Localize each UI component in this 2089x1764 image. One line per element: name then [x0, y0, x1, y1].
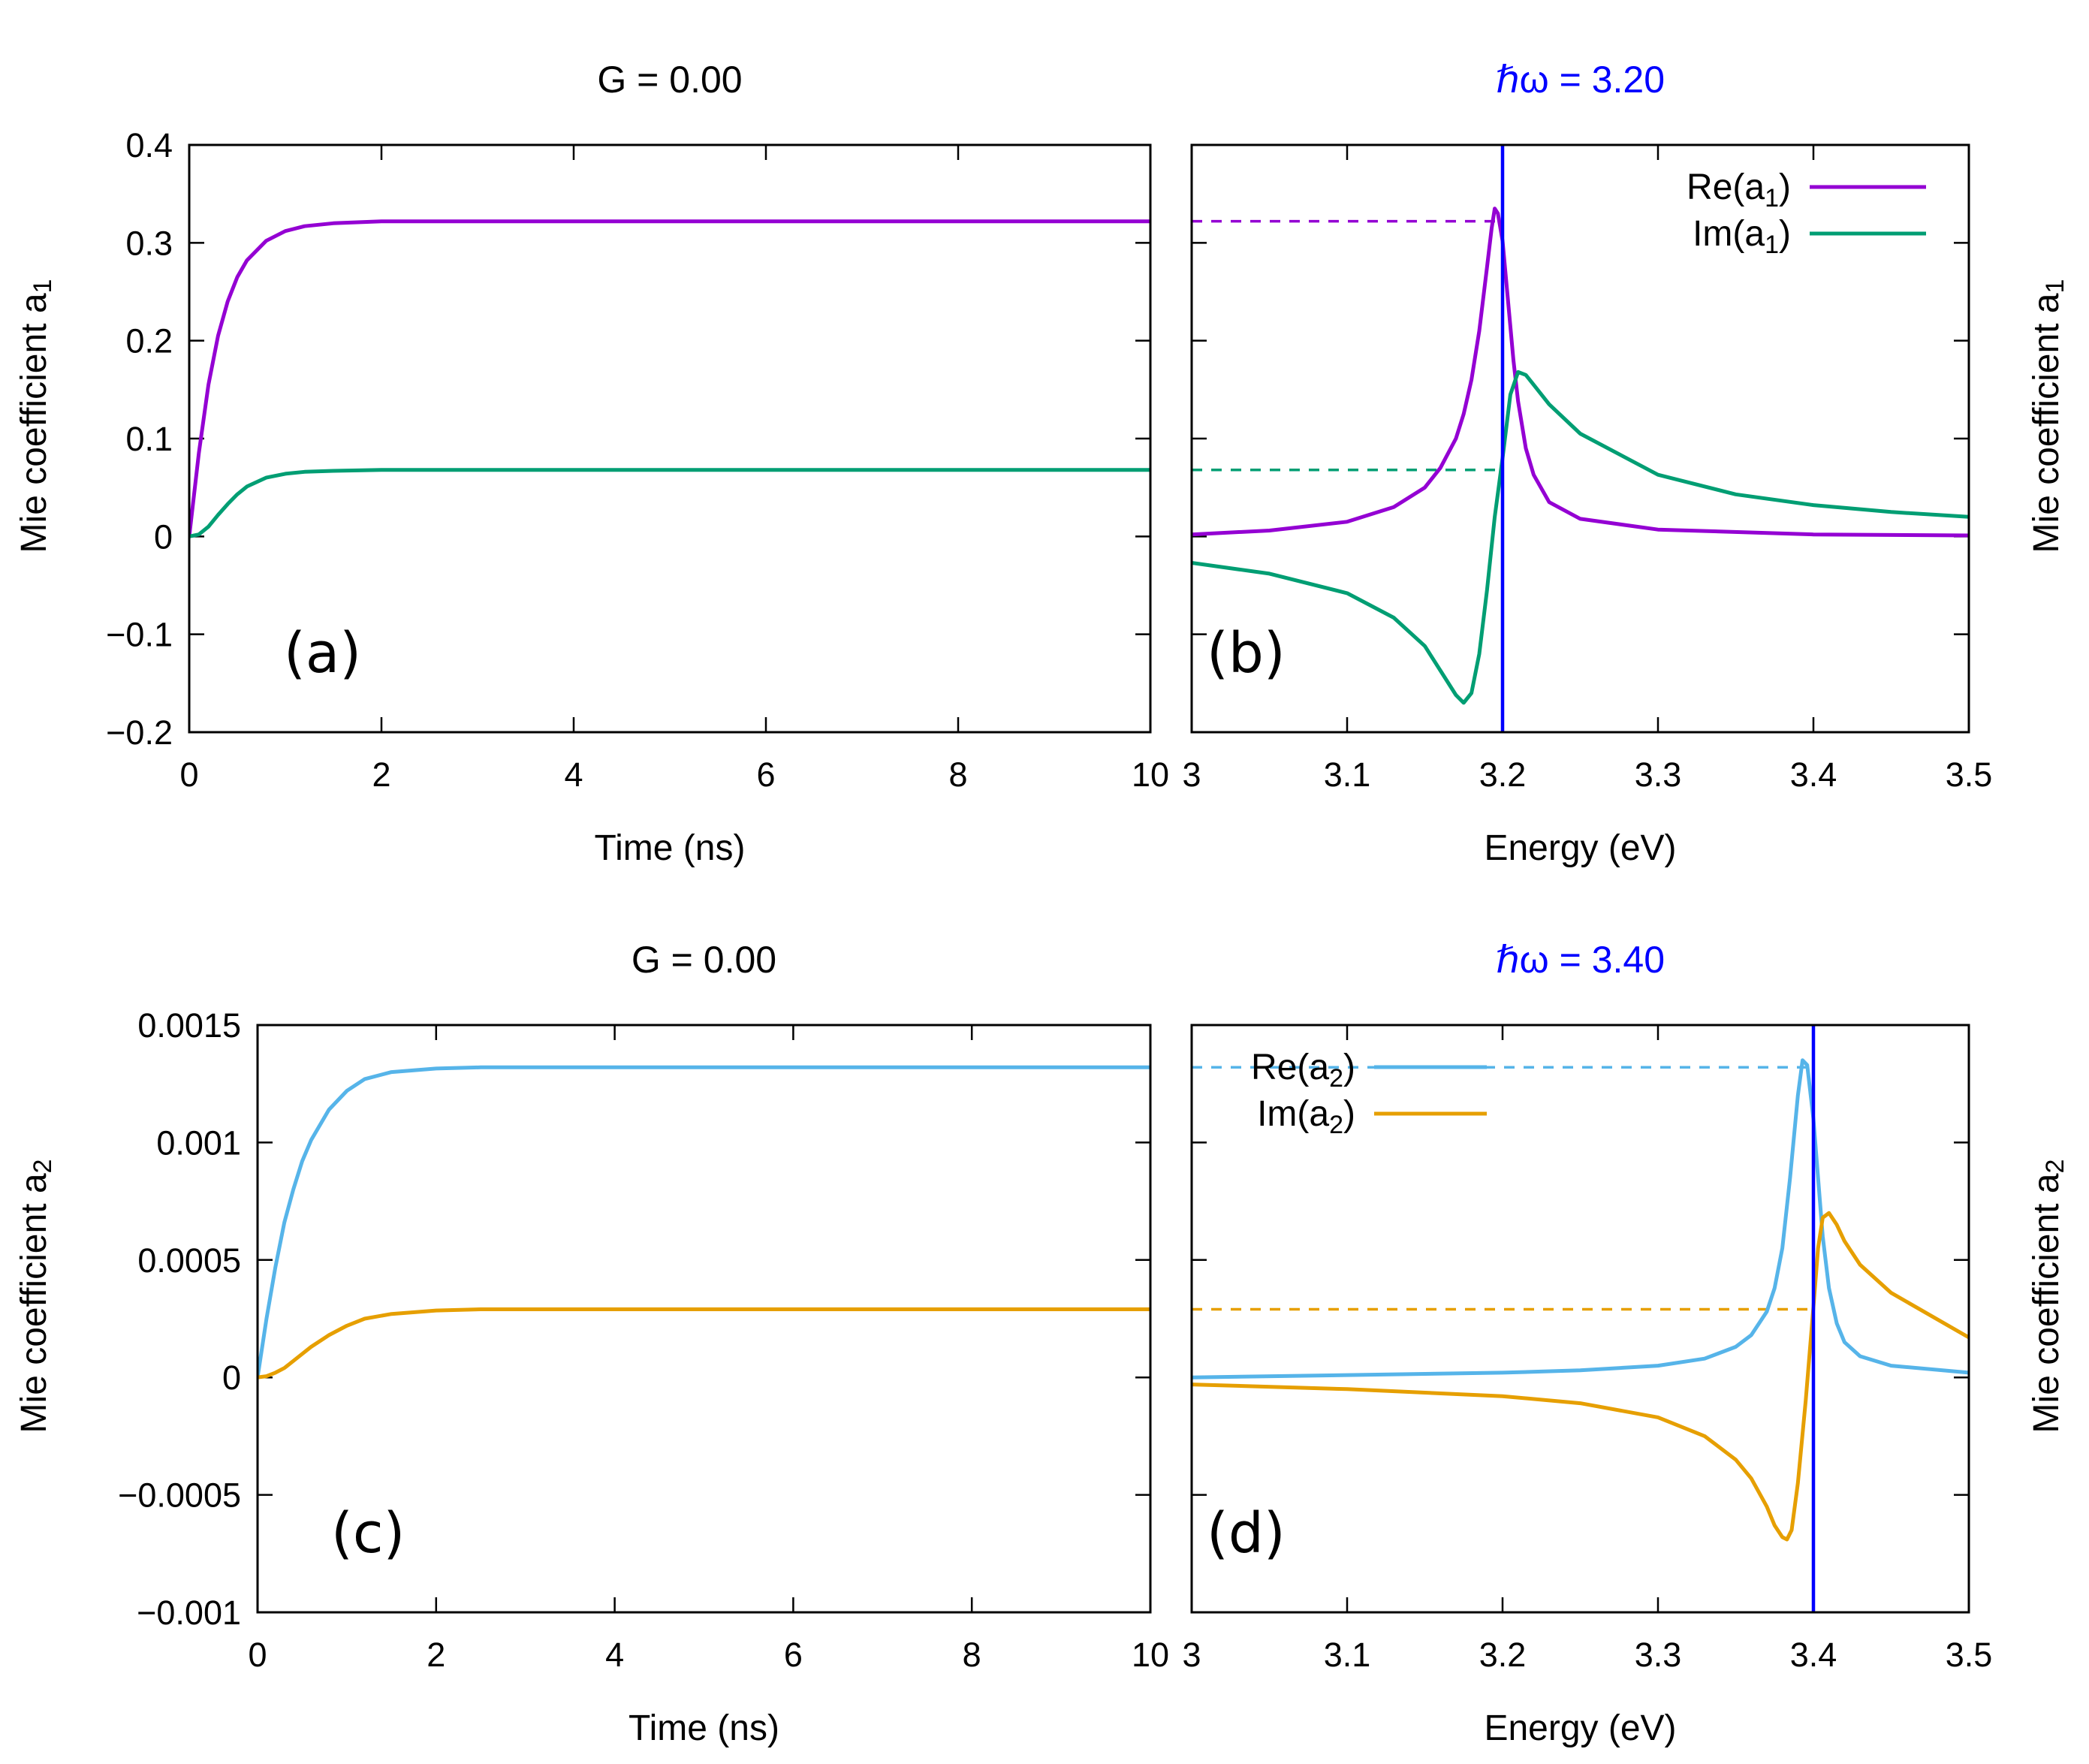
x-axis-label: Energy (eV): [1484, 828, 1676, 868]
x-tick-label: 4: [605, 1636, 624, 1674]
x-tick-label: 3.3: [1635, 1636, 1682, 1674]
y-tick-label: 0.1: [125, 420, 173, 458]
y-axis-label: Mie coefficient a2: [14, 1159, 58, 1434]
panel-c: 0 2 4 6 8 10 −0.001 −0.0005 0 0.0005 0.001 0.0015 G …: [14, 939, 1170, 1748]
y-tick-label: 0.001: [156, 1123, 241, 1162]
panel-label: (d): [1207, 1501, 1286, 1566]
y-tick-label: −0.2: [106, 713, 173, 752]
panel-b: 3 3.1 3.2 3.3 3.4 3.5 ℏω = 3.20 Energy (eV) Mie …: [1182, 59, 2069, 868]
x-tick-label: 4: [564, 755, 583, 794]
x-tick-label: 3.2: [1479, 755, 1527, 794]
chart-title: ℏω = 3.20: [1496, 59, 1665, 101]
y-axis-label: Mie coefficient a1: [14, 279, 58, 553]
x-tick-label: 8: [948, 755, 967, 794]
plot-frame: [188, 143, 1152, 734]
legend-label: Re(a2): [1251, 1048, 1355, 1093]
y-tick-label: −0.001: [137, 1594, 241, 1632]
x-axis-label: Time (ns): [595, 828, 746, 868]
x-tick-label: 8: [963, 1636, 981, 1674]
x-tick-label: 0: [179, 755, 198, 794]
chart-title: ℏω = 3.40: [1496, 939, 1665, 981]
x-tick-label: 6: [784, 1636, 803, 1674]
plot-frame: [1190, 143, 1970, 734]
series-line-1: [1192, 369, 1969, 705]
y-tick-label: 0.0005: [137, 1241, 241, 1280]
x-tick-label: 3.1: [1324, 755, 1371, 794]
x-axis-label: Energy (eV): [1484, 1708, 1676, 1748]
y-tick-label: −0.1: [106, 616, 173, 654]
y-tick-label: −0.0005: [118, 1476, 241, 1515]
y-tick-label: 0.0015: [137, 1006, 241, 1045]
panel-d: 3 3.1 3.2 3.3 3.4 3.5 ℏω = 3.40 Energy (eV) Mie …: [1182, 939, 2069, 1748]
y-tick-label: 0: [154, 517, 173, 556]
series-line-0: [258, 1065, 1150, 1380]
x-tick-label: 3.5: [1946, 755, 1993, 794]
legend-label: Im(a1): [1693, 214, 1791, 259]
y-tick-label: 0.3: [125, 224, 173, 262]
panel-a: 0 2 4 6 8 10 −0.2 −0.1 0 0.1 0.2 0.3 0.4 G = 0.00 Time…: [14, 59, 1170, 868]
series-line-1: [258, 1307, 1150, 1380]
plot-frame: [1190, 1024, 1970, 1614]
x-tick-label: 3.2: [1479, 1636, 1527, 1674]
x-tick-label: 3: [1182, 1636, 1201, 1674]
x-tick-label: 3.4: [1790, 1636, 1837, 1674]
series-line-1: [189, 468, 1150, 538]
x-tick-label: 3.1: [1324, 1636, 1371, 1674]
x-tick-label: 3: [1182, 755, 1201, 794]
x-tick-label: 2: [427, 1636, 445, 1674]
chart-title: G = 0.00: [597, 59, 742, 101]
x-tick-label: 0: [248, 1636, 267, 1674]
x-axis-label: Time (ns): [629, 1708, 779, 1748]
series-line-0: [189, 219, 1150, 538]
legend-label: Im(a2): [1257, 1094, 1355, 1139]
chart-title: G = 0.00: [632, 939, 776, 981]
y-tick-label: 0.4: [125, 126, 173, 164]
y-tick-label: 0: [222, 1358, 241, 1397]
x-tick-label: 6: [756, 755, 775, 794]
series-line-0: [1192, 207, 1969, 538]
x-tick-label: 3.5: [1946, 1636, 1993, 1674]
y-tick-label: 0.2: [125, 322, 173, 360]
series-line-0: [1192, 1058, 1969, 1380]
panel-label: (a): [284, 621, 361, 686]
x-tick-label: 2: [372, 755, 390, 794]
panel-label: (b): [1207, 621, 1286, 686]
plot-frame: [256, 1024, 1152, 1614]
x-tick-label: 10: [1132, 1636, 1169, 1674]
x-tick-label: 3.4: [1790, 755, 1837, 794]
x-tick-label: 10: [1132, 755, 1169, 794]
y-axis-label: Mie coefficient a2: [2027, 1159, 2070, 1434]
x-tick-label: 3.3: [1635, 755, 1682, 794]
panel-label: (c): [331, 1501, 405, 1566]
legend-label: Re(a1): [1687, 167, 1791, 213]
series-line-1: [1192, 1211, 1969, 1542]
y-axis-label: Mie coefficient a1: [2027, 279, 2070, 553]
